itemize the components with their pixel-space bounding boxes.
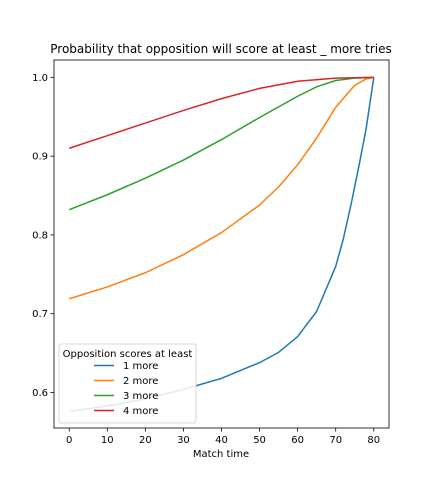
legend-box <box>58 343 197 424</box>
y-tick-label: 0.8 <box>32 230 48 241</box>
x-tick-label: 50 <box>253 435 266 446</box>
x-tick-label: 80 <box>367 435 380 446</box>
x-tick-label: 10 <box>101 435 114 446</box>
legend-label-2: 2 more <box>123 376 158 387</box>
y-tick-label: 1.0 <box>32 73 48 84</box>
series-line-4 <box>68 76 374 149</box>
x-tick-label: 70 <box>329 435 342 446</box>
x-tick-label: 30 <box>177 435 190 446</box>
y-tick-label: 0.7 <box>32 309 48 320</box>
x-tick-label: 40 <box>215 435 228 446</box>
legend-label-3: 3 more <box>123 391 158 402</box>
x-tick-label: 20 <box>139 435 152 446</box>
series-line-2 <box>69 76 374 300</box>
x-tick-label: 0 <box>66 435 72 446</box>
plot-area: 0 10 20 30 40 50 60 70 80 0.6 0.7 0.8 0.9 1.0 <box>32 59 390 446</box>
legend-title: Opposition scores at least <box>63 349 193 360</box>
y-tick-label: 0.6 <box>32 388 48 399</box>
y-tick-label: 0.9 <box>32 152 48 163</box>
x-axis-title: Match time <box>193 449 249 460</box>
chart-title: Probability that opposition will score a… <box>50 42 391 56</box>
legend-label-4: 4 more <box>123 406 158 417</box>
series-line-3 <box>68 76 374 211</box>
legend-label-1: 1 more <box>123 361 158 372</box>
x-tick-label: 60 <box>291 435 304 446</box>
